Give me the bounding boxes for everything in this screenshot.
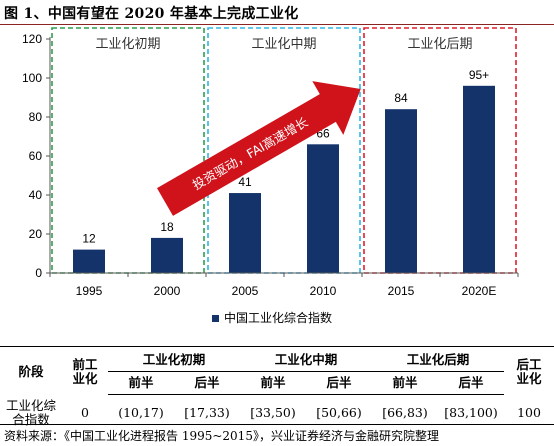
half-header: 后半 [438, 371, 504, 395]
bar-chart: 工业化初期 工业化中期 工业化后期1219951820004120056620108… [22, 27, 519, 325]
row-label: 工业化综 合指数 [0, 395, 62, 432]
bar [385, 109, 417, 273]
pre-industrial-header: 前工 业化 [62, 349, 108, 395]
stage-label: 工业化中期 [251, 37, 316, 52]
legend-label: 中国工业化综合指数 [224, 310, 332, 325]
row-label-line2: 合指数 [12, 411, 50, 427]
post-industrial-header-line1: 后工 [516, 356, 542, 372]
stage-label: 工业化后期 [407, 37, 472, 52]
half-header: 前半 [372, 371, 438, 395]
y-tick-label: 100 [22, 71, 42, 85]
x-tick-label: 2020E [462, 284, 497, 298]
growth-arrow: 投资驱动，FAI高速增长 [157, 81, 361, 216]
bar [73, 249, 105, 273]
x-tick-label: 2000 [154, 284, 181, 298]
x-tick-label: 2010 [310, 284, 337, 298]
table-cell: [33,50) [250, 405, 296, 420]
pre-industrial-header-line1: 前工 [72, 356, 98, 372]
bar [229, 193, 261, 273]
table-cell: [83,100) [444, 405, 498, 420]
legend-swatch [212, 315, 219, 322]
table-cell: 100 [517, 404, 541, 420]
group-header-mid: 工业化中期 [240, 349, 372, 372]
table-cell: 0 [81, 404, 89, 420]
group-header-early: 工业化初期 [108, 349, 240, 372]
row-label-line1: 工业化综 [5, 397, 56, 413]
x-tick-label: 2005 [232, 284, 259, 298]
table-cell: [50,66) [316, 405, 362, 420]
half-header: 后半 [306, 371, 372, 395]
post-industrial-header: 后工 业化 [504, 349, 554, 395]
table-cell: (10,17) [118, 405, 164, 420]
half-header: 后半 [174, 371, 240, 395]
data-label: 41 [238, 175, 252, 189]
y-tick-label: 0 [35, 266, 42, 280]
y-tick-label: 120 [22, 32, 42, 46]
half-header: 前半 [108, 371, 174, 395]
y-tick-label: 20 [29, 227, 43, 241]
table-top-rule [0, 346, 554, 347]
y-tick-label: 40 [29, 188, 43, 202]
arrow-shape [157, 81, 361, 216]
group-header-late: 工业化后期 [372, 349, 504, 372]
stage-header: 阶段 [18, 363, 44, 379]
y-tick-label: 60 [29, 149, 43, 163]
x-tick-label: 1995 [76, 284, 103, 298]
figure-title: 图 1、中国有望在 2020 年基本上完成工业化 [4, 6, 299, 22]
table-bottom-rule [0, 424, 554, 425]
bar [463, 85, 495, 273]
pre-industrial-header-line2: 业化 [72, 370, 98, 386]
half-header: 前半 [240, 371, 306, 395]
post-industrial-header-line2: 业化 [516, 370, 542, 386]
data-label: 95+ [469, 68, 489, 82]
source-note: 资料来源：《中国工业化进程报告 1995~2015》，兴业证券经济与金融研究院整… [4, 429, 439, 443]
stage-table: 阶段 前工 业化 工业化初期 工业化中期 工业化后期 后工 业化 前半 后半 前… [0, 349, 554, 431]
stage-label: 工业化初期 [95, 37, 160, 52]
data-label: 18 [160, 220, 174, 234]
stage-box [51, 27, 205, 274]
table-cell: [66,83) [382, 405, 428, 420]
data-label: 12 [82, 232, 96, 246]
x-tick-label: 2015 [388, 284, 415, 298]
y-tick-label: 80 [29, 110, 43, 124]
bar [151, 237, 183, 273]
data-label: 84 [394, 91, 408, 105]
bar [307, 144, 339, 273]
title-rule [0, 24, 554, 25]
table-cell: [17,33) [184, 405, 230, 420]
